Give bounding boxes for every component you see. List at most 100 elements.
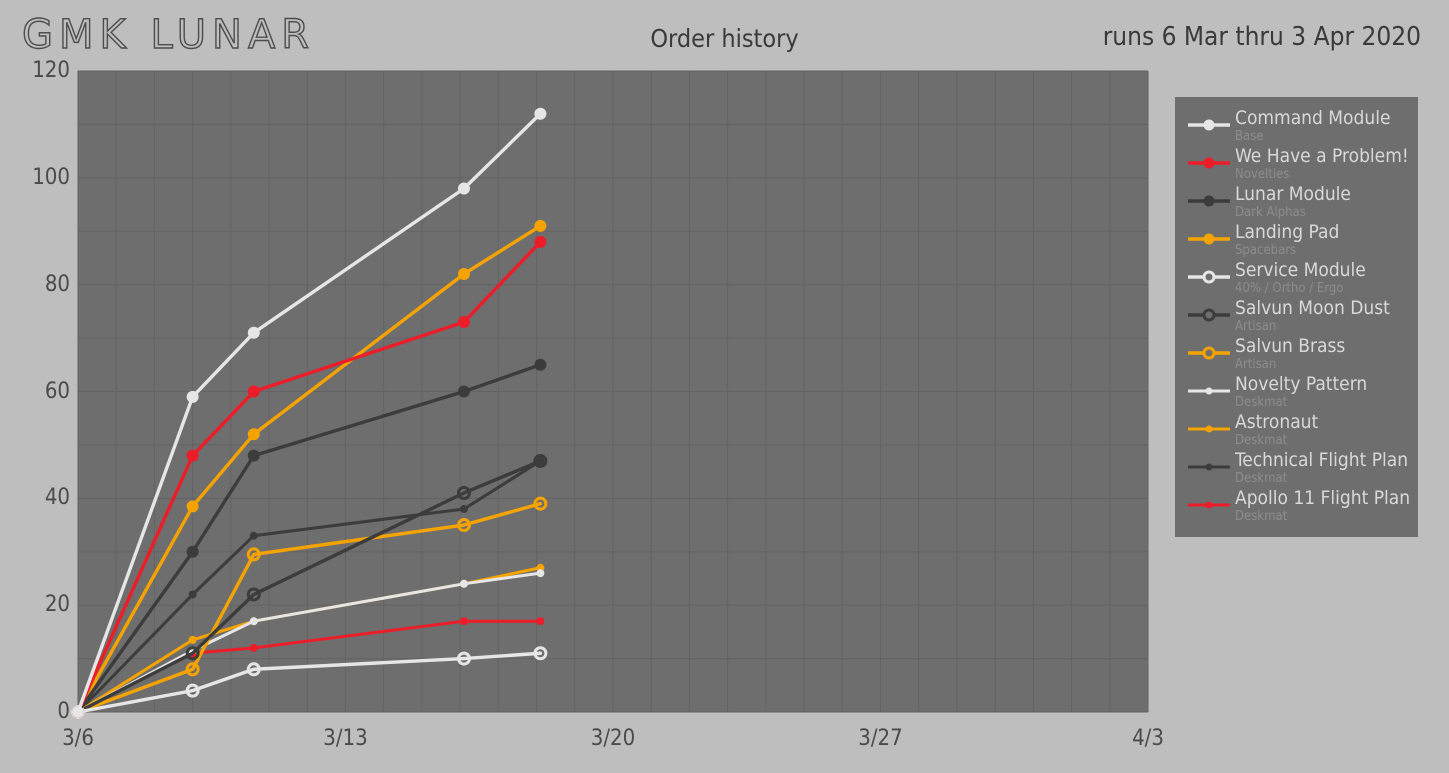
legend-text: Service Module 40% / Ortho / Ergo bbox=[1235, 261, 1366, 296]
legend-text: Novelty Pattern Deskmat bbox=[1235, 375, 1367, 410]
data-point bbox=[247, 449, 260, 462]
legend-item-sublabel: Deskmat bbox=[1235, 433, 1288, 448]
legend-marker bbox=[1205, 463, 1213, 471]
legend-item-sublabel: Deskmat bbox=[1235, 509, 1288, 524]
gridlines bbox=[77, 70, 1149, 713]
x-axis-tick-label: 3/20 bbox=[590, 726, 636, 751]
y-axis-tick-label: 100 bbox=[32, 164, 70, 190]
legend-swatch-icon bbox=[1187, 268, 1231, 286]
legend-marker bbox=[1202, 308, 1216, 322]
legend-item-sublabel: Deskmat bbox=[1235, 471, 1288, 486]
chart-header: GMK LUNAR Order history runs 6 Mar thru … bbox=[0, 0, 1449, 66]
legend-marker bbox=[1205, 387, 1213, 395]
legend-swatch-icon bbox=[1187, 496, 1231, 514]
legend-item[interactable]: Salvun Brass Artisan bbox=[1175, 335, 1418, 373]
data-point bbox=[247, 428, 260, 441]
data-point bbox=[186, 545, 199, 558]
legend-text: Technical Flight Plan Deskmat bbox=[1235, 449, 1409, 486]
date-range-label: runs 6 Mar thru 3 Apr 2020 bbox=[1102, 22, 1421, 52]
data-point bbox=[246, 587, 261, 602]
legend-item[interactable]: Command Module Base bbox=[1175, 107, 1418, 145]
legend-marker bbox=[1203, 119, 1215, 131]
legend-text: Apollo 11 Flight Plan Deskmat bbox=[1235, 487, 1411, 524]
data-point bbox=[456, 518, 471, 533]
data-point bbox=[247, 385, 260, 398]
legend-marker bbox=[1203, 157, 1215, 169]
legend-item-label: Salvun Brass bbox=[1235, 335, 1346, 357]
data-point bbox=[185, 683, 200, 698]
legend-marker bbox=[1205, 501, 1213, 509]
legend-item-sublabel: Dark Alphas bbox=[1235, 205, 1306, 220]
legend-item-label: Salvun Moon Dust bbox=[1235, 297, 1390, 319]
legend-item-sublabel: Spacebars bbox=[1235, 243, 1297, 258]
series-line bbox=[76, 501, 543, 714]
legend-item[interactable]: Lunar Module Dark Alphas bbox=[1175, 183, 1418, 221]
legend-text: Salvun Brass Artisan bbox=[1235, 335, 1346, 372]
page-title: Order history bbox=[650, 24, 799, 53]
legend-item[interactable]: Salvun Moon Dust Artisan bbox=[1175, 297, 1418, 335]
legend-item-label: Command Module bbox=[1235, 107, 1391, 129]
y-axis-tick-label: 40 bbox=[44, 485, 70, 511]
legend-swatch-icon bbox=[1187, 192, 1231, 210]
data-point bbox=[249, 531, 258, 540]
legend-text: Astronaut Deskmat bbox=[1235, 411, 1319, 448]
data-point bbox=[459, 505, 468, 514]
legend-marker bbox=[1205, 425, 1213, 433]
legend-marker bbox=[1202, 270, 1216, 284]
series-line bbox=[76, 363, 543, 714]
legend-text: Command Module Base bbox=[1235, 107, 1391, 144]
y-axis-tick-label: 0 bbox=[57, 699, 70, 724]
legend-item-label: We Have a Problem! bbox=[1235, 145, 1409, 167]
legend-item-label: Apollo 11 Flight Plan bbox=[1235, 487, 1411, 509]
series-salvun-moon-dust bbox=[71, 453, 548, 719]
legend-item-label: Technical Flight Plan bbox=[1235, 449, 1409, 471]
data-point bbox=[246, 662, 261, 677]
y-axis-tick-label: 60 bbox=[44, 378, 70, 404]
data-point bbox=[534, 107, 547, 120]
legend-item[interactable]: Apollo 11 Flight Plan Deskmat bbox=[1175, 487, 1418, 525]
data-point bbox=[186, 500, 199, 513]
legend-item-label: Landing Pad bbox=[1235, 221, 1340, 243]
legend-item[interactable]: Landing Pad Spacebars bbox=[1175, 221, 1418, 259]
legend-marker bbox=[1203, 233, 1215, 245]
data-point bbox=[457, 267, 470, 280]
data-point bbox=[188, 590, 197, 599]
legend-item[interactable]: Novelty Pattern Deskmat bbox=[1175, 373, 1418, 411]
legend-swatch-icon bbox=[1187, 344, 1231, 362]
legend-item-label: Astronaut bbox=[1235, 411, 1319, 433]
legend-item[interactable]: Astronaut Deskmat bbox=[1175, 411, 1418, 449]
legend-marker bbox=[1202, 346, 1216, 360]
y-axis-tick-label: 20 bbox=[44, 592, 70, 618]
legend-item-label: Lunar Module bbox=[1235, 183, 1351, 205]
data-point bbox=[249, 617, 258, 626]
legend-item[interactable]: We Have a Problem! Novelties bbox=[1175, 145, 1418, 183]
legend-item-sublabel: Artisan bbox=[1235, 357, 1277, 372]
data-point bbox=[457, 316, 470, 329]
data-point bbox=[246, 547, 261, 562]
series-we-have-a-problem- bbox=[72, 235, 547, 718]
x-axis-tick-label: 3/6 bbox=[62, 726, 94, 751]
legend-item-sublabel: Deskmat bbox=[1235, 395, 1288, 410]
data-point bbox=[186, 390, 199, 403]
legend-text: We Have a Problem! Novelties bbox=[1235, 145, 1409, 182]
data-point bbox=[459, 617, 468, 626]
x-axis-tick-label: 3/13 bbox=[323, 726, 368, 751]
y-axis: 0 20 40 60 80 100 120 bbox=[0, 0, 70, 773]
legend-item-sublabel: Novelties bbox=[1235, 167, 1290, 182]
legend-item[interactable]: Service Module 40% / Ortho / Ergo bbox=[1175, 259, 1418, 297]
data-point bbox=[533, 453, 548, 468]
legend-swatch-icon bbox=[1187, 420, 1231, 438]
data-point bbox=[247, 326, 260, 339]
legend-item[interactable]: Technical Flight Plan Deskmat bbox=[1175, 449, 1418, 487]
data-point bbox=[536, 617, 545, 626]
data-point bbox=[185, 662, 200, 677]
data-point bbox=[188, 635, 197, 644]
series-command-module bbox=[72, 107, 547, 718]
chart-legend: Command Module Base We Have a Problem! Nove… bbox=[1175, 97, 1418, 537]
legend-item-sublabel: Artisan bbox=[1235, 319, 1277, 334]
data-point bbox=[186, 449, 199, 462]
data-point bbox=[185, 646, 200, 661]
legend-text: Salvun Moon Dust Artisan bbox=[1235, 297, 1390, 334]
data-point bbox=[459, 579, 468, 588]
